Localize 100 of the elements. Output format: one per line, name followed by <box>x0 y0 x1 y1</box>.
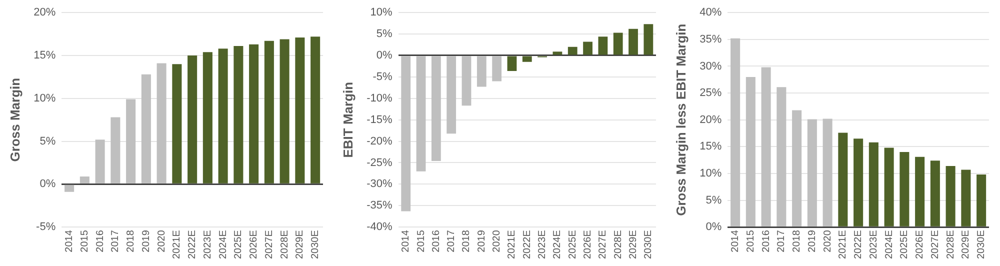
bar <box>776 87 786 226</box>
x-tick-label: 2019 <box>140 230 152 252</box>
x-tick-label: 2020 <box>492 230 503 252</box>
y-tick-label: 20% <box>34 6 56 19</box>
x-tick-label: 2025E <box>567 230 578 260</box>
bar <box>915 156 925 226</box>
bar <box>746 76 756 226</box>
bar <box>218 48 228 184</box>
bar <box>946 166 956 226</box>
x-tick-label: 2030E <box>310 230 322 260</box>
x-tick-label: 2027E <box>264 230 275 260</box>
x-tick-label: 2019 <box>476 230 488 252</box>
bar <box>838 132 848 226</box>
bar <box>730 38 740 226</box>
x-tick-label: 2030E <box>976 230 988 260</box>
x-tick-label: 2022E <box>853 230 864 260</box>
x-tick-label: 2016 <box>760 230 772 252</box>
x-tick-label: 2015 <box>79 230 90 252</box>
x-tick-label: 2019 <box>806 230 818 252</box>
x-tick-label: 2017 <box>776 230 788 252</box>
bar <box>854 138 864 226</box>
y-axis-title: Gross Margin <box>7 78 22 162</box>
x-tick-label: 2022E <box>522 230 533 260</box>
bar <box>822 118 832 226</box>
y-tick-label: 10% <box>370 6 392 19</box>
bar <box>807 119 817 226</box>
y-tick-label: -20% <box>366 135 392 148</box>
y-tick-label: 15% <box>700 140 722 153</box>
x-tick-label: 2021E <box>506 230 518 260</box>
bar <box>507 56 517 71</box>
y-tick-label: -35% <box>366 200 392 212</box>
y-tick-label: 15% <box>34 50 56 62</box>
x-tick-label: 2027E <box>930 230 941 260</box>
y-tick-label: 40% <box>700 6 722 19</box>
y-tick-label: 10% <box>700 167 722 180</box>
x-tick-label: 2030E <box>643 230 654 260</box>
bar <box>552 52 562 55</box>
x-tick-label: 2022E <box>187 230 198 260</box>
x-tick-label: 2021E <box>172 230 183 260</box>
y-tick-label: 30% <box>700 60 722 72</box>
bar <box>188 55 198 184</box>
x-tick-label: 2028E <box>279 230 290 260</box>
x-tick-label: 2028E <box>612 230 624 260</box>
bar <box>80 176 90 184</box>
bar <box>141 74 151 184</box>
bar <box>264 40 274 184</box>
bar <box>295 37 305 184</box>
bar <box>492 56 502 82</box>
y-tick-label: 5% <box>40 135 56 148</box>
x-tick-label: 2024E <box>552 230 564 260</box>
bar <box>522 56 532 62</box>
x-tick-label: 2018 <box>126 230 137 252</box>
x-tick-label: 2026E <box>582 230 594 260</box>
x-tick-label: 2017 <box>446 230 458 252</box>
bar <box>976 174 986 226</box>
x-tick-label: 2014 <box>400 230 412 252</box>
bar <box>628 28 638 55</box>
y-tick-label: -25% <box>366 156 392 169</box>
bar <box>761 67 771 226</box>
bar <box>172 64 182 184</box>
y-tick-label: -5% <box>372 70 392 83</box>
y-tick-label: 0% <box>40 178 56 190</box>
bar <box>644 24 654 55</box>
x-tick-label: 2026E <box>248 230 260 260</box>
x-tick-label: 2020 <box>156 230 168 252</box>
bar <box>884 148 894 226</box>
x-tick-label: 2025E <box>899 230 910 260</box>
y-axis-title: Gross Margin less EBIT Margin <box>673 24 688 216</box>
bar <box>583 42 592 55</box>
bar <box>401 56 411 212</box>
y-tick-label: 20% <box>700 114 722 126</box>
bar <box>249 44 259 184</box>
bar <box>64 184 74 192</box>
y-tick-label: -5% <box>36 221 56 234</box>
x-tick-label: 2015 <box>745 230 756 252</box>
x-tick-label: 2029E <box>294 230 306 260</box>
bar <box>900 152 910 226</box>
bar <box>868 142 878 226</box>
y-tick-label: 0% <box>376 50 392 62</box>
y-tick-label: 35% <box>700 33 722 46</box>
y-tick-label: -15% <box>366 114 392 126</box>
x-tick-label: 2018 <box>792 230 803 252</box>
x-tick-label: 2015 <box>416 230 427 252</box>
bar <box>930 160 940 226</box>
y-axis-title: EBIT Margin <box>340 82 356 158</box>
x-tick-label: 2028E <box>945 230 956 260</box>
bar <box>310 36 320 184</box>
bar <box>613 32 623 55</box>
bar <box>446 56 456 134</box>
bar <box>95 140 105 184</box>
y-tick-label: 5% <box>376 28 392 40</box>
y-tick-label: -30% <box>366 178 392 190</box>
x-tick-label: 2017 <box>110 230 122 252</box>
bar <box>156 63 166 184</box>
bar <box>598 36 608 55</box>
x-tick-label: 2023E <box>202 230 214 260</box>
x-tick-label: 2014 <box>730 230 742 252</box>
bar <box>202 52 212 184</box>
bar <box>431 56 441 162</box>
x-tick-label: 2027E <box>598 230 609 260</box>
